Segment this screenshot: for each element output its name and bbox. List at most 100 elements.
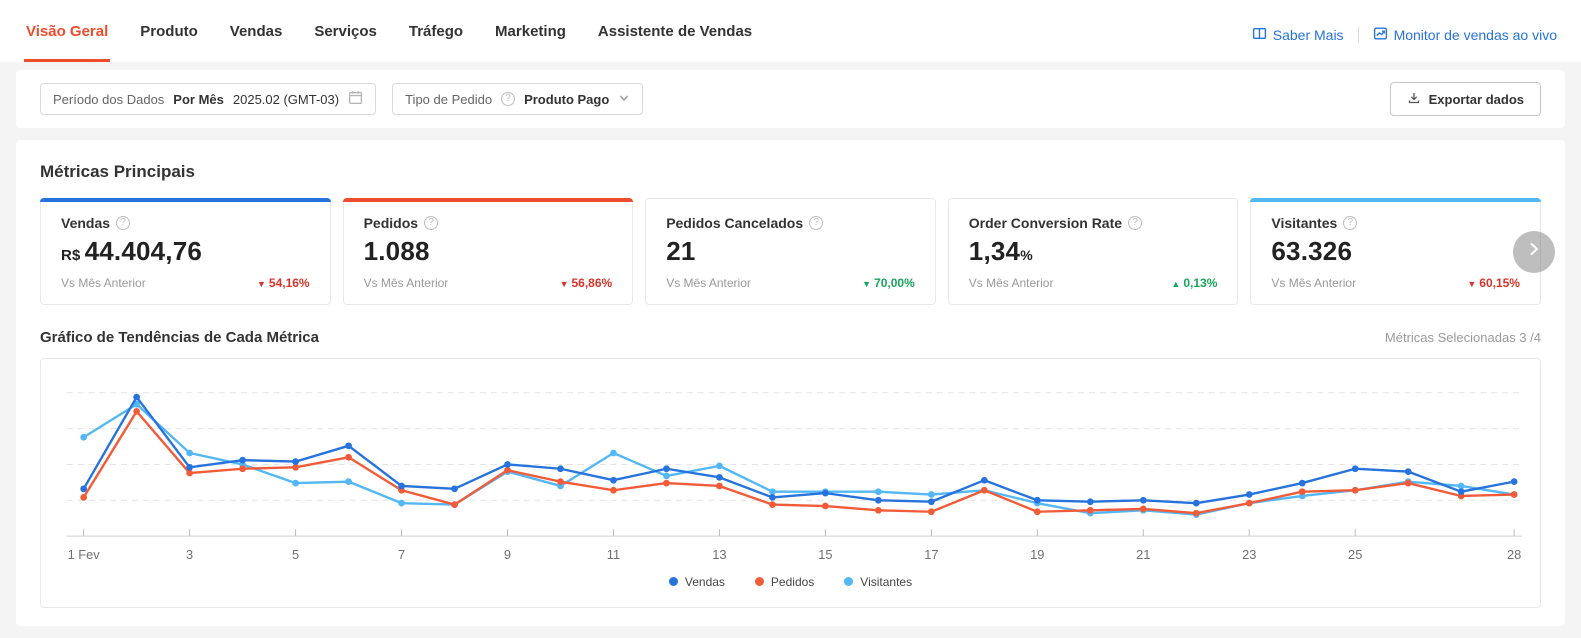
help-icon[interactable]: ? xyxy=(809,216,824,230)
period-selector[interactable]: Período dos Dados Por Mês 2025.02 (GMT-0… xyxy=(40,83,377,115)
help-icon[interactable]: ? xyxy=(1128,216,1143,230)
legend-dot-pedidos xyxy=(754,577,764,587)
svg-text:9: 9 xyxy=(504,547,511,562)
card-accent-bar xyxy=(40,198,331,202)
tab-assistente-de-vendas[interactable]: Assistente de Vendas xyxy=(597,23,753,40)
tab-produto[interactable]: Produto xyxy=(140,23,198,40)
metrics-section-title: Métricas Principais xyxy=(40,162,195,181)
card-accent-bar xyxy=(1250,198,1541,202)
tab-visao-geral[interactable]: Visão Geral xyxy=(24,23,111,62)
nav-tabs: Visão Geral Produto Vendas Serviços Tráf… xyxy=(24,0,754,62)
order-type-label: Tipo de Pedido xyxy=(405,91,493,107)
delta-value: ▼ 60,15% xyxy=(1467,276,1520,290)
trend-arrow-icon: ▼ xyxy=(862,279,872,289)
top-nav: Visão Geral Produto Vendas Serviços Tráf… xyxy=(0,0,1581,62)
delta-value: ▲ 0,13% xyxy=(1171,276,1218,290)
metrics-panel: Métricas Principais Vendas? R$ 44.404,76 … xyxy=(16,140,1565,626)
metrics-selected-count: Métricas Selecionadas 3 /4 xyxy=(1384,330,1541,345)
compare-label: Vs Mês Anterior xyxy=(61,276,146,290)
legend-label-visitantes: Visitantes xyxy=(860,574,913,589)
metric-value: 63.326 xyxy=(1271,236,1353,266)
help-icon[interactable]: ? xyxy=(424,216,439,230)
compare-label: Vs Mês Anterior xyxy=(968,276,1054,290)
svg-text:17: 17 xyxy=(924,547,938,562)
tab-servicos[interactable]: Serviços xyxy=(314,23,377,40)
carousel-next-button[interactable] xyxy=(1513,230,1555,273)
legend-item-vendas[interactable]: Vendas xyxy=(668,574,725,589)
download-icon xyxy=(1407,91,1421,108)
compare-label: Vs Mês Anterior xyxy=(666,276,751,290)
svg-text:5: 5 xyxy=(292,547,299,562)
svg-text:21: 21 xyxy=(1136,547,1150,562)
book-icon xyxy=(1252,26,1267,44)
metric-title: Pedidos xyxy=(363,215,419,231)
svg-text:1 Fev: 1 Fev xyxy=(68,547,101,562)
help-icon[interactable]: ? xyxy=(501,92,516,106)
trend-arrow-icon: ▼ xyxy=(1467,279,1477,289)
legend-item-visitantes[interactable]: Visitantes xyxy=(844,575,912,589)
metric-value: R$ 44.404,76 xyxy=(61,236,203,266)
metric-title: Pedidos Cancelados xyxy=(666,215,804,231)
legend-label-pedidos: Pedidos xyxy=(770,574,815,589)
delta-value: ▼ 70,00% xyxy=(862,276,915,290)
metric-card-order-conversion-rate[interactable]: Order Conversion Rate? 1,34% Vs Mês Ante… xyxy=(947,198,1239,305)
card-accent-bar xyxy=(948,198,1239,202)
order-type-selector[interactable]: Tipo de Pedido ? Produto Pago xyxy=(392,83,644,115)
compare-label: Vs Mês Anterior xyxy=(363,276,449,290)
metric-cards-row: Vendas? R$ 44.404,76 Vs Mês Anterior ▼ 54,1… xyxy=(40,198,1555,305)
trend-arrow-icon: ▼ xyxy=(256,279,266,289)
delta-value: ▼ 56,86% xyxy=(559,276,613,290)
export-data-button[interactable]: Exportar dados xyxy=(1389,82,1541,116)
metric-card-pedidos[interactable]: Pedidos? 1.088 Vs Mês Anterior ▼ 56,86% xyxy=(342,198,634,305)
saber-mais-label: Saber Mais xyxy=(1272,27,1344,43)
svg-text:13: 13 xyxy=(712,547,726,562)
metric-title: Vendas xyxy=(61,215,111,231)
filter-bar: Período dos Dados Por Mês 2025.02 (GMT-0… xyxy=(16,70,1565,128)
export-data-label: Exportar dados xyxy=(1428,91,1524,107)
legend-label-vendas: Vendas xyxy=(684,574,725,589)
trend-chart-canvas: 1 Fev 3 5 7 9 11 13 15 17 19 21 23 25 28 xyxy=(66,392,1523,562)
svg-text:11: 11 xyxy=(607,547,620,562)
card-accent-bar xyxy=(645,198,936,202)
chevron-right-icon xyxy=(1526,241,1542,262)
compare-label: Vs Mês Anterior xyxy=(1271,276,1357,290)
metric-value: 1.088 xyxy=(363,236,430,266)
legend-item-pedidos[interactable]: Pedidos xyxy=(754,574,815,589)
help-icon[interactable]: ? xyxy=(1343,216,1358,230)
order-type-value: Produto Pago xyxy=(524,91,610,107)
calendar-icon xyxy=(348,90,363,108)
trend-arrow-icon: ▲ xyxy=(1171,279,1181,289)
metric-card-vendas[interactable]: Vendas? R$ 44.404,76 Vs Mês Anterior ▼ 54,1… xyxy=(40,198,331,305)
metric-card-pedidos-cancelados[interactable]: Pedidos Cancelados? 21 Vs Mês Anterior ▼ 7… xyxy=(645,198,936,305)
metric-card-visitantes[interactable]: Visitantes? 63.326 Vs Mês Anterior ▼ 60,15… xyxy=(1250,198,1541,305)
chevron-down-icon xyxy=(618,92,630,107)
period-label: Período dos Dados xyxy=(53,91,165,107)
saber-mais-link[interactable]: Saber Mais xyxy=(1252,26,1344,44)
live-chart-icon xyxy=(1373,26,1388,44)
trend-chart-container: 1 Fev 3 5 7 9 11 13 15 17 19 21 23 25 28 Vendas Pedid… xyxy=(40,358,1541,608)
svg-text:15: 15 xyxy=(818,547,832,562)
tab-trafego[interactable]: Tráfego xyxy=(408,23,464,40)
tab-marketing[interactable]: Marketing xyxy=(495,23,566,40)
legend-dot-visitantes xyxy=(844,577,854,587)
period-mode: Por Mês xyxy=(173,91,224,107)
svg-text:19: 19 xyxy=(1030,547,1044,562)
svg-text:25: 25 xyxy=(1348,547,1362,562)
monitor-vendas-label: Monitor de vendas ao vivo xyxy=(1393,27,1557,43)
tab-vendas[interactable]: Vendas xyxy=(229,23,283,40)
help-icon[interactable]: ? xyxy=(116,216,131,230)
metric-value: 21 xyxy=(666,236,696,266)
delta-value: ▼ 54,16% xyxy=(256,276,310,290)
metric-value: 1,34% xyxy=(968,236,1033,266)
monitor-vendas-link[interactable]: Monitor de vendas ao vivo xyxy=(1373,26,1557,44)
svg-text:23: 23 xyxy=(1242,547,1256,562)
card-accent-bar xyxy=(342,198,634,202)
period-value: 2025.02 (GMT-03) xyxy=(232,91,340,107)
svg-text:3: 3 xyxy=(186,547,193,562)
metric-title: Visitantes xyxy=(1271,215,1338,231)
trend-arrow-icon: ▼ xyxy=(559,279,569,289)
svg-text:28: 28 xyxy=(1507,547,1521,562)
svg-text:7: 7 xyxy=(398,547,405,562)
metric-title: Order Conversion Rate xyxy=(968,215,1123,231)
legend-dot-vendas xyxy=(668,577,678,587)
